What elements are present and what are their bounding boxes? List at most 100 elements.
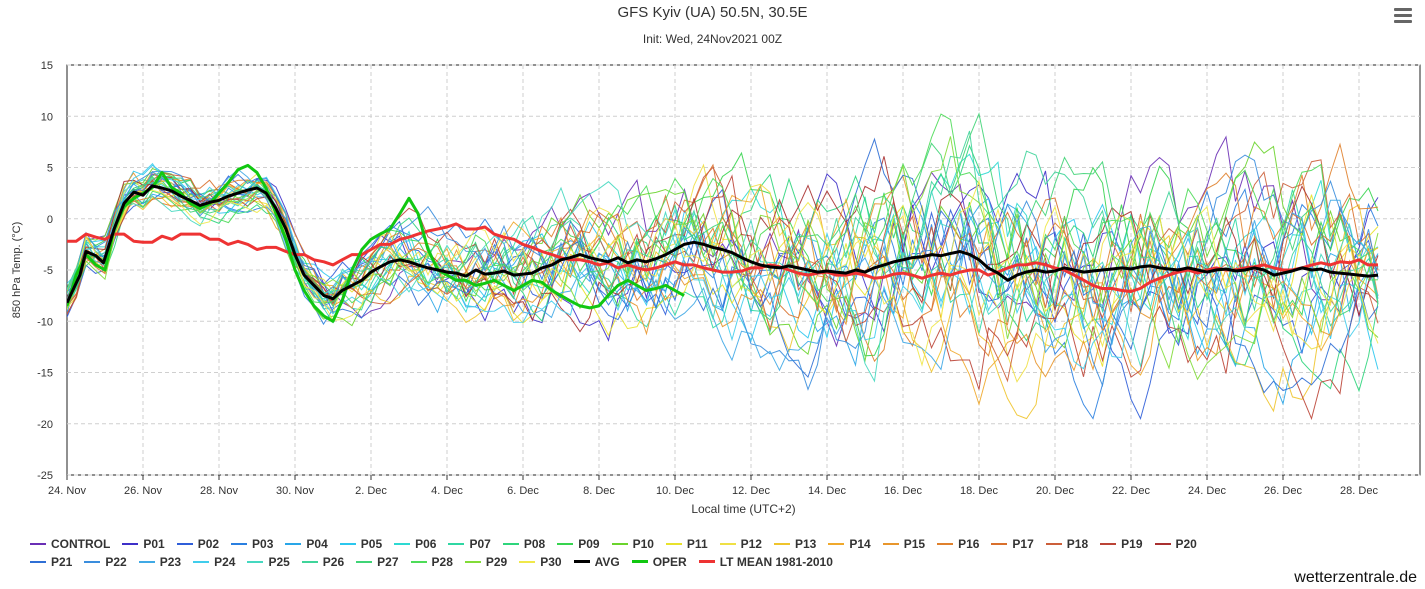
x-tick-label: 20. Dec [1036, 485, 1074, 497]
legend-swatch [122, 542, 139, 545]
y-tick-label: 10 [41, 111, 53, 123]
legend-swatch [448, 542, 465, 545]
legend-label: LT MEAN 1981-2010 [719, 555, 833, 569]
y-tick-label: -15 [37, 368, 53, 380]
legend-label: P30 [540, 555, 562, 569]
legend-item-p11[interactable]: P11 [665, 535, 708, 553]
legend-label: P09 [578, 537, 600, 551]
y-tick-label: -5 [43, 265, 53, 277]
series-line-oper [67, 163, 685, 323]
legend-swatch [557, 542, 574, 545]
x-tick-label: 14. Dec [808, 485, 846, 497]
legend-swatch [231, 542, 248, 545]
legend-item-p02[interactable]: P02 [176, 535, 220, 553]
legend-swatch [410, 560, 427, 563]
x-tick-label: 30. Nov [276, 485, 314, 497]
legend-item-p23[interactable]: P23 [138, 553, 181, 571]
legend-swatch [828, 542, 845, 545]
legend-swatch [176, 542, 193, 545]
series-line-p23 [67, 168, 1379, 372]
legend-item-p03[interactable]: P03 [231, 535, 273, 553]
legend-swatch [339, 542, 356, 545]
legend-label: AVG [594, 555, 620, 569]
legend-item-p16[interactable]: P16 [937, 535, 979, 553]
legend-label: P16 [958, 537, 980, 551]
x-tick-label: 28. Dec [1340, 485, 1378, 497]
legend-label: P28 [431, 555, 453, 569]
source-credit: wetterzentrale.de [1294, 569, 1417, 586]
legend-item-p18[interactable]: P18 [1045, 535, 1088, 553]
legend-item-p15[interactable]: P15 [882, 535, 925, 553]
legend-swatch [247, 560, 264, 563]
legend-swatch [84, 560, 101, 563]
legend-swatch [356, 560, 373, 563]
legend-swatch [573, 560, 590, 564]
legend-item-p14[interactable]: P14 [828, 535, 871, 553]
legend-item-p09[interactable]: P09 [557, 535, 600, 553]
legend-item-lt-mean-1981-2010[interactable]: LT MEAN 1981-2010 [698, 553, 833, 571]
legend-item-p30[interactable]: P30 [519, 553, 562, 571]
x-tick-label: 4. Dec [431, 485, 463, 497]
legend-label: P04 [306, 537, 328, 551]
x-tick-label: 2. Dec [355, 485, 387, 497]
legend-label: OPER [652, 555, 687, 569]
legend-label: P01 [143, 537, 165, 551]
legend-swatch [285, 542, 302, 545]
y-tick-label: 15 [41, 60, 53, 72]
ensemble-chart: 15 10 5 0 -5 -10 -15 -20 -25 24. Nov 26. Nov 28. No… [11, 60, 1421, 516]
chart-subtitle: Init: Wed, 24Nov2021 00Z [642, 32, 783, 46]
legend-item-control[interactable]: CONTROL [30, 535, 110, 553]
legend-item-p13[interactable]: P13 [773, 535, 817, 553]
x-tick-label: 12. Dec [732, 485, 770, 497]
legend-item-p06[interactable]: P06 [394, 535, 436, 553]
legend-label: P03 [252, 537, 274, 551]
legend-item-p05[interactable]: P05 [339, 535, 383, 553]
legend-item-p29[interactable]: P29 [464, 553, 507, 571]
legend-item-p22[interactable]: P22 [84, 553, 127, 571]
legend-label: P22 [105, 555, 127, 569]
legend-swatch [611, 542, 628, 545]
legend-label: P05 [360, 537, 383, 551]
legend-item-p10[interactable]: P10 [611, 535, 654, 553]
hamburger-menu-icon[interactable] [1394, 8, 1412, 24]
legend-item-p21[interactable]: P21 [30, 553, 72, 571]
legend-item-p26[interactable]: P26 [301, 553, 344, 571]
legend-item-avg[interactable]: AVG [573, 553, 620, 571]
legend-item-p24[interactable]: P24 [193, 553, 235, 571]
legend-label: P24 [214, 555, 236, 569]
legend-swatch [991, 542, 1008, 545]
legend-label: P13 [794, 537, 817, 551]
x-tick-label: 18. Dec [960, 485, 998, 497]
legend-item-p01[interactable]: P01 [122, 535, 165, 553]
legend-item-p25[interactable]: P25 [247, 553, 290, 571]
legend-swatch [937, 542, 954, 545]
legend-label: CONTROL [51, 537, 111, 551]
legend-label: P12 [740, 537, 762, 551]
legend-item-p12[interactable]: P12 [719, 535, 762, 553]
legend-item-p28[interactable]: P28 [410, 553, 453, 571]
legend-item-p08[interactable]: P08 [502, 535, 545, 553]
legend-label: P25 [268, 555, 290, 569]
legend-item-p07[interactable]: P07 [448, 535, 491, 553]
legend-item-p20[interactable]: P20 [1154, 535, 1197, 553]
x-tick-label: 24. Dec [1188, 485, 1226, 497]
legend-item-p04[interactable]: P04 [285, 535, 328, 553]
legend-swatch [464, 560, 481, 563]
legend-item-oper[interactable]: OPER [631, 553, 687, 571]
legend-label: P02 [197, 537, 220, 551]
legend-label: P27 [377, 555, 399, 569]
legend-swatch [138, 560, 155, 563]
x-tick-label: 26. Dec [1264, 485, 1302, 497]
legend-swatch [502, 542, 519, 545]
legend-label: P17 [1012, 537, 1034, 551]
y-tick-label: -20 [37, 419, 53, 431]
legend-swatch [882, 542, 899, 545]
legend-item-p19[interactable]: P19 [1100, 535, 1143, 553]
x-tick-label: 22. Dec [1112, 485, 1150, 497]
legend-item-p27[interactable]: P27 [356, 553, 399, 571]
legend-label: P20 [1175, 537, 1197, 551]
legend-item-p17[interactable]: P17 [991, 535, 1034, 553]
x-axis-title: Local time (UTC+2) [691, 502, 795, 516]
series-group [67, 112, 1379, 421]
legend-label: P11 [686, 537, 708, 551]
